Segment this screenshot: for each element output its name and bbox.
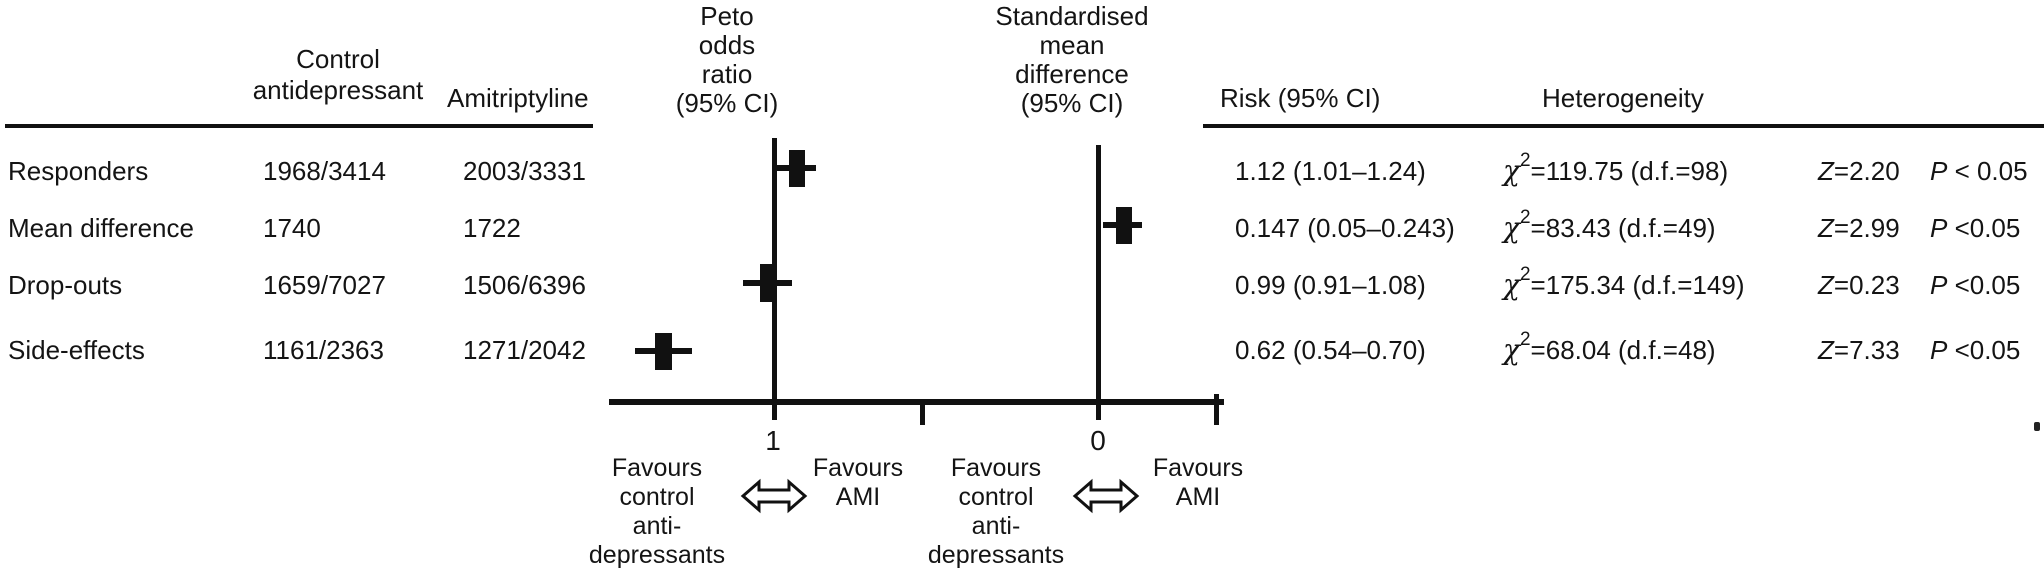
p-value: P <0.05: [1930, 335, 2021, 365]
chi-exponent: 2: [1519, 329, 1531, 351]
table-row-mean-difference: Mean difference 1740 1722 0.147 (0.05–0.…: [0, 208, 2044, 245]
chi-symbol: χ: [1503, 333, 1520, 366]
chi-statistic: =119.75 (d.f.=98): [1530, 156, 1729, 186]
z-value: Z=7.33: [1818, 335, 1900, 365]
axis-tick-right: [1214, 394, 1219, 425]
column-header-heterogeneity: Heterogeneity: [1542, 83, 1704, 113]
point-estimate-marker: [1116, 206, 1132, 244]
heterogeneity-value: χ2=175.34 (d.f.=149): [1503, 265, 1745, 302]
risk-ci-value: 1.12 (1.01–1.24): [1235, 156, 1426, 186]
outcome-label: Drop-outs: [8, 270, 123, 300]
smd-axis-tick-label: 0: [1090, 425, 1106, 456]
header-rule-right: [1203, 124, 2044, 128]
chi-symbol: χ: [1503, 211, 1520, 244]
double-arrow-icon: [740, 478, 808, 514]
column-header-risk: Risk (95% CI): [1220, 83, 1381, 113]
chi-symbol: χ: [1503, 268, 1520, 301]
double-arrow-icon: [1072, 478, 1140, 514]
smd-favours-control-label: Favours control anti- depressants: [927, 454, 1065, 569]
p-value: P < 0.05: [1930, 156, 2028, 186]
heterogeneity-value: χ2=119.75 (d.f.=98): [1503, 151, 1729, 188]
z-value: Z=2.20: [1818, 156, 1900, 186]
x-axis: [609, 399, 1224, 405]
chi-statistic: =83.43 (d.f.=49): [1530, 213, 1716, 243]
smd-favours-ami-label: Favours AMI: [1152, 454, 1244, 511]
peto-axis-tick-label: 1: [765, 425, 781, 456]
chi-statistic: =68.04 (d.f.=48): [1530, 335, 1716, 365]
outcome-label: Side-effects: [8, 335, 145, 365]
heterogeneity-value: χ2=68.04 (d.f.=48): [1503, 330, 1716, 367]
point-estimate-marker: [789, 149, 805, 187]
peto-favours-ami-label: Favours AMI: [812, 454, 904, 511]
outcome-label: Mean difference: [8, 213, 194, 243]
amitriptyline-count: 1722: [463, 213, 521, 243]
table-row-drop-outs: Drop-outs 1659/7027 1506/6396 0.99 (0.91…: [0, 265, 2044, 302]
control-count: 1968/3414: [263, 156, 386, 186]
outcome-label: Responders: [8, 156, 149, 186]
axis-tick-middle: [920, 402, 925, 425]
point-estimate-marker: [759, 264, 777, 302]
column-header-control: Control antidepressant: [252, 44, 424, 105]
point-estimate-marker: [654, 332, 672, 370]
p-value: P <0.05: [1930, 213, 2021, 243]
z-symbol: Z: [1818, 213, 1834, 243]
control-count: 1740: [263, 213, 321, 243]
risk-ci-value: 0.147 (0.05–0.243): [1235, 213, 1455, 243]
heterogeneity-value: χ2=83.43 (d.f.=49): [1503, 208, 1716, 245]
p-symbol: P: [1930, 270, 1948, 300]
z-symbol: Z: [1818, 270, 1834, 300]
column-header-amitriptyline: Amitriptyline: [447, 83, 589, 113]
header-rule-left: [5, 124, 593, 128]
amitriptyline-count: 1271/2042: [463, 335, 586, 365]
risk-ci-value: 0.99 (0.91–1.08): [1235, 270, 1426, 300]
risk-ci-value: 0.62 (0.54–0.70): [1235, 335, 1426, 365]
chi-exponent: 2: [1519, 207, 1531, 229]
peto-favours-control-label: Favours control anti- depressants: [588, 454, 726, 569]
p-symbol: P: [1930, 213, 1948, 243]
smd-reference-line: [1096, 145, 1101, 420]
z-value: Z=2.99: [1818, 213, 1900, 243]
z-symbol: Z: [1818, 156, 1834, 186]
chi-statistic: =175.34 (d.f.=149): [1530, 270, 1745, 300]
table-row-side-effects: Side-effects 1161/2363 1271/2042 0.62 (0…: [0, 330, 2044, 367]
control-count: 1161/2363: [263, 335, 384, 365]
chi-symbol: χ: [1503, 154, 1520, 187]
table-row-responders: Responders 1968/3414 2003/3331 1.12 (1.0…: [0, 151, 2044, 188]
z-value: Z=0.23: [1818, 270, 1900, 300]
z-symbol: Z: [1818, 335, 1834, 365]
chi-exponent: 2: [1519, 264, 1531, 286]
stray-mark: [2034, 422, 2040, 431]
p-symbol: P: [1930, 335, 1948, 365]
p-symbol: P: [1930, 156, 1948, 186]
control-count: 1659/7027: [263, 270, 386, 300]
amitriptyline-count: 1506/6396: [463, 270, 586, 300]
amitriptyline-count: 2003/3331: [463, 156, 586, 186]
p-value: P <0.05: [1930, 270, 2021, 300]
chi-exponent: 2: [1519, 150, 1531, 172]
column-header-standardised-mean-difference: Standardised mean difference (95% CI): [995, 1, 1149, 118]
column-header-peto-odds-ratio: Peto odds ratio (95% CI): [675, 1, 779, 118]
